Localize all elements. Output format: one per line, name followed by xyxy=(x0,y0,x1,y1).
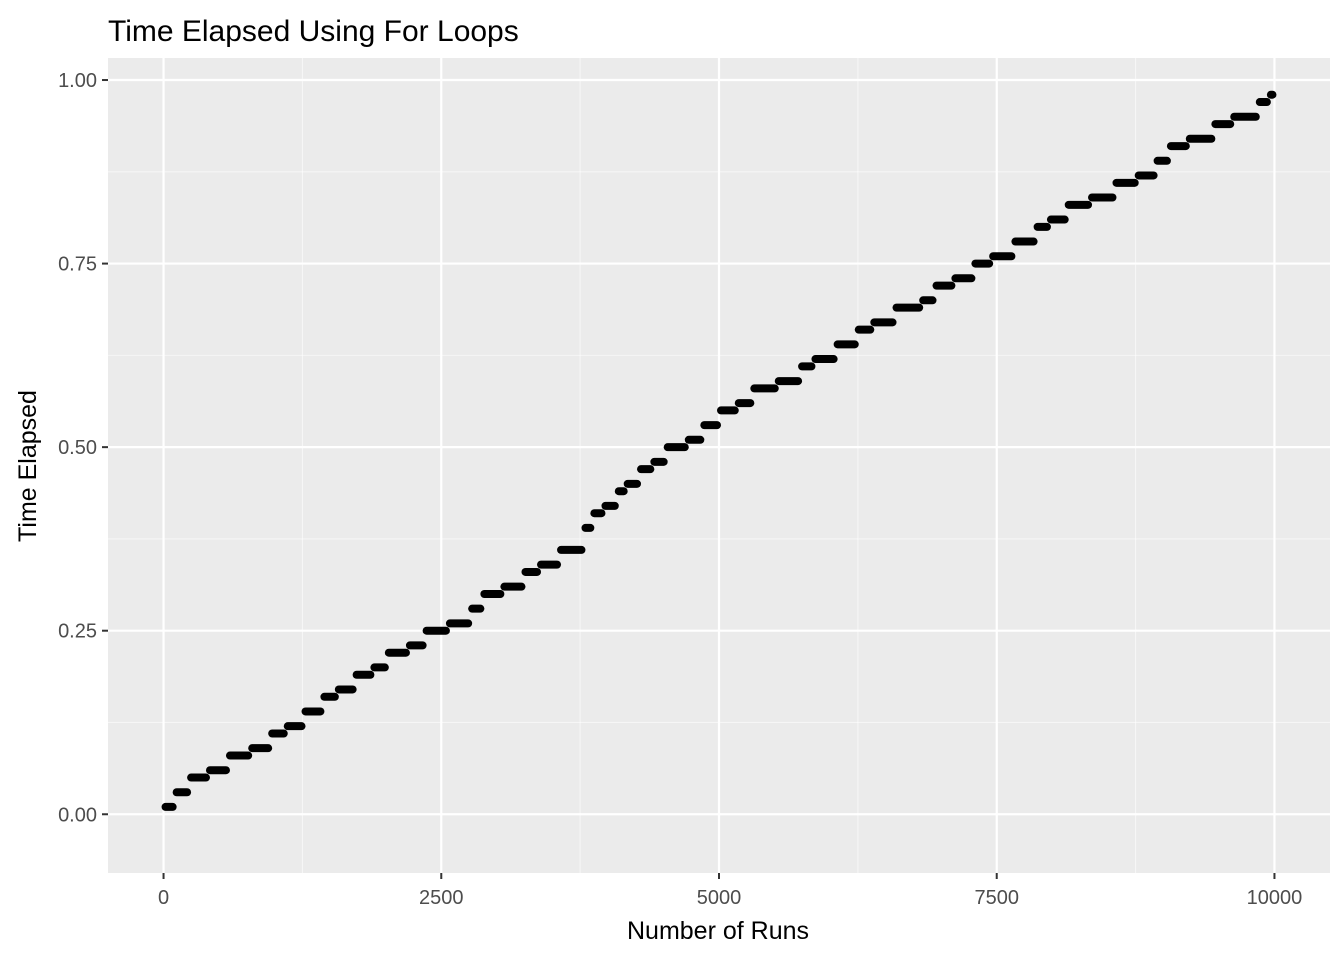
data-steps xyxy=(161,90,1277,811)
major-gridlines xyxy=(108,58,1330,873)
y-tick-label: 0.25 xyxy=(58,621,97,643)
y-tick-label: 0.00 xyxy=(58,804,97,826)
y-tick-label: 1.00 xyxy=(58,70,97,92)
x-tick-label: 0 xyxy=(158,887,169,909)
x-axis: 0 2500 5000 7500 10000 xyxy=(158,873,1302,909)
y-axis: 0.00 0.25 0.50 0.75 1.00 xyxy=(58,70,108,826)
y-tick-label: 0.50 xyxy=(58,437,97,459)
x-tick-label: 7500 xyxy=(974,887,1019,909)
x-axis-label: Number of Runs xyxy=(627,917,809,945)
x-tick-label: 2500 xyxy=(419,887,464,909)
y-axis-label: Time Elapsed xyxy=(14,390,42,542)
chart-title: Time Elapsed Using For Loops xyxy=(108,15,519,48)
x-tick-label: 10000 xyxy=(1247,887,1303,909)
x-tick-label: 5000 xyxy=(697,887,742,909)
y-tick-label: 0.75 xyxy=(58,254,97,276)
